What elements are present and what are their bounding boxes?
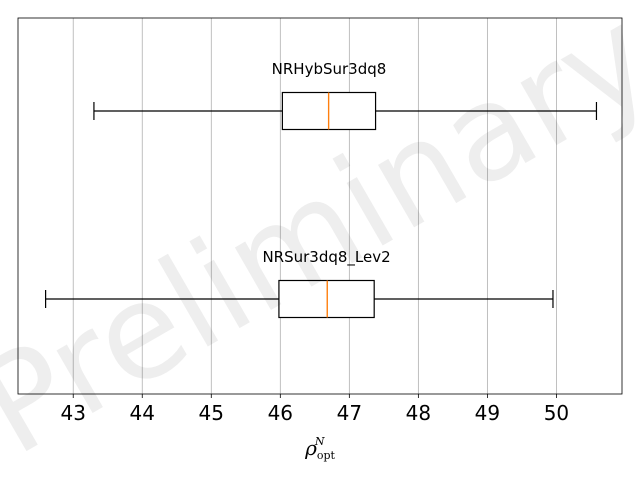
plot-area-frame	[17, 17, 623, 395]
series-label: NRSur3dq8_Lev2	[262, 248, 390, 267]
x-axis-label: ρoptN	[304, 435, 335, 462]
x-axis-subscript: opt	[317, 449, 336, 462]
x-tick-label: 45	[199, 401, 224, 425]
box-series: NRHybSur3dq8 NRSur3dq8_Lev2	[45, 60, 598, 319]
grid-lines	[72, 18, 557, 394]
series-label: NRHybSur3dq8	[272, 60, 387, 78]
box-series-2: NRSur3dq8_Lev2	[45, 248, 554, 319]
x-axis-superscript: N	[314, 435, 325, 448]
x-axis-ticks: 43 44 45 46 47 48 49 50	[60, 394, 569, 425]
x-tick-label: 44	[130, 401, 155, 425]
x-tick-label: 50	[544, 401, 569, 425]
x-tick-label: 43	[60, 401, 85, 425]
x-axis-symbol: ρ	[304, 436, 317, 460]
x-tick-label: 49	[475, 401, 500, 425]
x-tick-label: 46	[268, 401, 293, 425]
box-series-1: NRHybSur3dq8	[93, 60, 598, 131]
x-tick-label: 48	[406, 401, 431, 425]
x-tick-label: 47	[337, 401, 362, 425]
